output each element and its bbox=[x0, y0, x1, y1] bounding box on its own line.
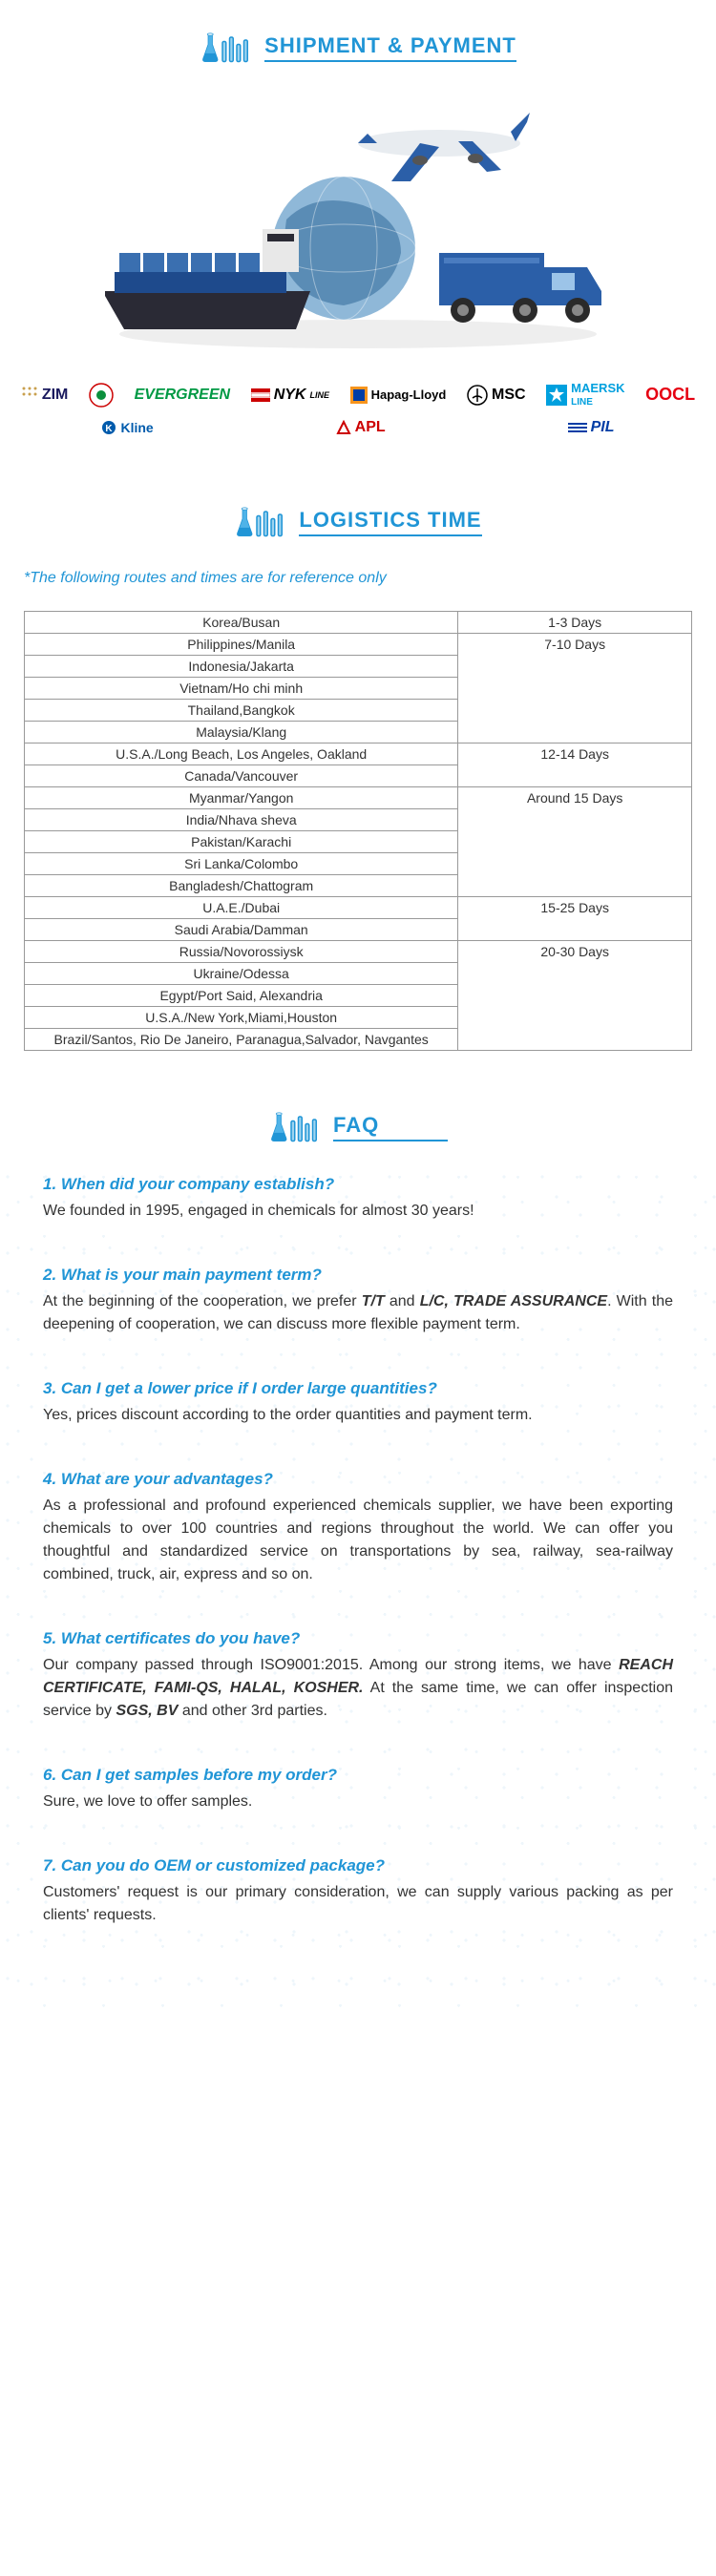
carrier-logos-row: ZIM EVERGREEN NYKLINE Hapag-Lloyd MSC MA… bbox=[0, 372, 716, 446]
table-row: Myanmar/YangonAround 15 Days bbox=[25, 787, 692, 809]
faq-item: 7. Can you do OEM or customized package?… bbox=[43, 1856, 673, 1927]
faq-question: 2. What is your main payment term? bbox=[43, 1266, 673, 1285]
route-cell: Canada/Vancouver bbox=[25, 765, 458, 787]
table-row: U.A.E./Dubai15-25 Days bbox=[25, 897, 692, 919]
logo-msc: MSC bbox=[467, 385, 526, 406]
route-cell: Ukraine/Odessa bbox=[25, 963, 458, 985]
logo-nyk: NYKLINE bbox=[251, 387, 329, 404]
flask-icon bbox=[234, 503, 291, 541]
route-cell: Brazil/Santos, Rio De Janeiro, Paranagua… bbox=[25, 1029, 458, 1051]
route-cell: Korea/Busan bbox=[25, 612, 458, 634]
route-cell: Myanmar/Yangon bbox=[25, 787, 458, 809]
route-cell: Malaysia/Klang bbox=[25, 722, 458, 743]
faq-title: FAQ bbox=[333, 1113, 448, 1141]
table-row: Philippines/Manila7-10 Days bbox=[25, 634, 692, 656]
section-header-shipment: SHIPMENT & PAYMENT bbox=[0, 29, 716, 67]
time-cell: Around 15 Days bbox=[458, 787, 692, 897]
faq-answer: Customers' request is our primary consid… bbox=[43, 1881, 673, 1927]
logo-hapag: Hapag-Lloyd bbox=[350, 387, 447, 404]
flask-icon bbox=[268, 1108, 326, 1146]
faq-answer: Sure, we love to offer samples. bbox=[43, 1791, 673, 1813]
logistics-title: LOGISTICS TIME bbox=[299, 508, 481, 536]
route-cell: Saudi Arabia/Damman bbox=[25, 919, 458, 941]
logo-evergreen: EVERGREEN bbox=[135, 387, 230, 404]
logo-kline: K Kline bbox=[101, 420, 153, 435]
table-row: U.S.A./Long Beach, Los Angeles, Oakland1… bbox=[25, 743, 692, 765]
faq-item: 5. What certificates do you have? Our com… bbox=[43, 1629, 673, 1723]
shipment-title: SHIPMENT & PAYMENT bbox=[264, 33, 516, 62]
faq-answer: At the beginning of the cooperation, we … bbox=[43, 1290, 673, 1336]
section-header-faq: FAQ bbox=[0, 1108, 716, 1146]
faq-answer: Yes, prices discount according to the or… bbox=[43, 1404, 673, 1427]
faq-answer: As a professional and profound experienc… bbox=[43, 1495, 673, 1586]
flask-icon bbox=[200, 29, 257, 67]
time-cell: 15-25 Days bbox=[458, 897, 692, 941]
route-cell: Egypt/Port Said, Alexandria bbox=[25, 985, 458, 1007]
time-cell: 7-10 Days bbox=[458, 634, 692, 743]
faq-item: 3. Can I get a lower price if I order la… bbox=[43, 1379, 673, 1427]
faq-section: 1. When did your company establish? We fo… bbox=[0, 1165, 716, 2008]
logo-oocl: OOCL bbox=[645, 385, 695, 405]
route-cell: U.S.A./Long Beach, Los Angeles, Oakland bbox=[25, 743, 458, 765]
time-cell: 12-14 Days bbox=[458, 743, 692, 787]
table-row: Korea/Busan1-3 Days bbox=[25, 612, 692, 634]
logo-circle-icon bbox=[89, 383, 114, 408]
faq-question: 3. Can I get a lower price if I order la… bbox=[43, 1379, 673, 1398]
shipment-illustration bbox=[95, 86, 621, 353]
table-row: Russia/Novorossiysk20-30 Days bbox=[25, 941, 692, 963]
time-cell: 1-3 Days bbox=[458, 612, 692, 634]
route-cell: Pakistan/Karachi bbox=[25, 831, 458, 853]
faq-question: 6. Can I get samples before my order? bbox=[43, 1766, 673, 1785]
logo-apl: APL bbox=[336, 419, 386, 436]
route-cell: U.S.A./New York,Miami,Houston bbox=[25, 1007, 458, 1029]
logo-maersk: MAERSKLINE bbox=[546, 382, 624, 408]
faq-question: 7. Can you do OEM or customized package? bbox=[43, 1856, 673, 1875]
logo-zim: ZIM bbox=[21, 386, 69, 405]
faq-item: 1. When did your company establish? We fo… bbox=[43, 1175, 673, 1223]
route-cell: Thailand,Bangkok bbox=[25, 700, 458, 722]
route-cell: Indonesia/Jakarta bbox=[25, 656, 458, 678]
logo-pil: PIL bbox=[568, 419, 615, 436]
route-cell: Philippines/Manila bbox=[25, 634, 458, 656]
logistics-table: Korea/Busan1-3 DaysPhilippines/Manila7-1… bbox=[24, 611, 692, 1051]
route-cell: Sri Lanka/Colombo bbox=[25, 853, 458, 875]
section-header-logistics: LOGISTICS TIME bbox=[0, 503, 716, 541]
faq-item: 2. What is your main payment term? At the… bbox=[43, 1266, 673, 1336]
route-cell: India/Nhava sheva bbox=[25, 809, 458, 831]
time-cell: 20-30 Days bbox=[458, 941, 692, 1051]
logistics-note: *The following routes and times are for … bbox=[0, 560, 716, 611]
faq-answer: Our company passed through ISO9001:2015.… bbox=[43, 1654, 673, 1723]
route-cell: Bangladesh/Chattogram bbox=[25, 875, 458, 897]
faq-question: 5. What certificates do you have? bbox=[43, 1629, 673, 1648]
faq-question: 1. When did your company establish? bbox=[43, 1175, 673, 1194]
faq-question: 4. What are your advantages? bbox=[43, 1470, 673, 1489]
faq-item: 4. What are your advantages? As a profess… bbox=[43, 1470, 673, 1586]
route-cell: Russia/Novorossiysk bbox=[25, 941, 458, 963]
route-cell: U.A.E./Dubai bbox=[25, 897, 458, 919]
faq-item: 6. Can I get samples before my order? Sur… bbox=[43, 1766, 673, 1813]
svg-text:K: K bbox=[106, 424, 114, 434]
route-cell: Vietnam/Ho chi minh bbox=[25, 678, 458, 700]
faq-answer: We founded in 1995, engaged in chemicals… bbox=[43, 1200, 673, 1223]
